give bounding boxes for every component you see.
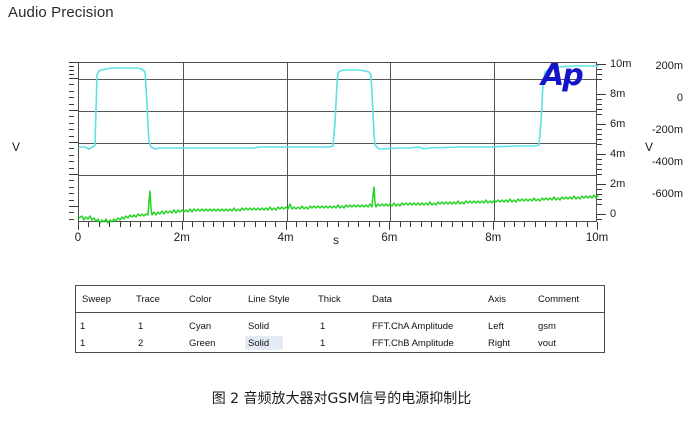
trace-legend-table: Sweep Trace Color Line Style Thick Data … — [75, 285, 605, 353]
app-title: Audio Precision — [8, 4, 114, 21]
right-axis-unit-label: V — [645, 140, 654, 154]
legend-row-trace-2[interactable]: 1 2 Green Solid 1 FFT.ChB Amplitude Righ… — [76, 336, 604, 350]
legend-col-data: Data — [372, 294, 393, 305]
legend-cell-sweep: 1 — [80, 321, 86, 332]
gridline-y-neg200m — [79, 143, 596, 144]
legend-cell-comment: vout — [538, 338, 556, 349]
legend-col-axis: Axis — [488, 294, 506, 305]
plot-frame: Ap — [78, 58, 599, 224]
legend-col-comment: Comment — [538, 294, 580, 305]
y2tick-label-4m: 4m — [610, 148, 626, 160]
y2tick-label-6m: 6m — [610, 118, 626, 130]
legend-cell-trace: 2 — [138, 338, 144, 349]
legend-cell-trace: 1 — [138, 321, 144, 332]
legend-cell-data: FFT.ChA Amplitude — [372, 321, 454, 332]
gridline-y-0 — [79, 111, 596, 112]
gridline-x-8m — [494, 63, 496, 221]
legend-cell-data: FFT.ChB Amplitude — [372, 338, 454, 349]
series-line-fftb-amplitude — [78, 186, 599, 224]
plot-area: Ap — [0, 50, 683, 250]
legend-cell-color: Cyan — [189, 321, 212, 332]
ytick-label-200m: 200m — [655, 60, 683, 72]
xtick-label-8m: 8m — [485, 232, 502, 244]
left-axis-unit-label: V — [12, 140, 21, 154]
legend-cell-sweep: 1 — [80, 338, 86, 349]
legend-cell-thick: 1 — [320, 321, 326, 332]
line-style-selection-highlight — [245, 336, 283, 350]
xtick-label-4m: 4m — [277, 232, 294, 244]
legend-col-thick: Thick — [318, 294, 341, 305]
legend-cell-thick: 1 — [320, 338, 326, 349]
legend-cell-axis: Left — [488, 321, 504, 332]
legend-header-row: Sweep Trace Color Line Style Thick Data … — [76, 286, 604, 313]
gridline-y-neg400m — [79, 175, 596, 176]
legend-col-sweep: Sweep — [82, 294, 112, 305]
legend-row-trace-1[interactable]: 1 1 Cyan Solid 1 FFT.ChA Amplitude Left … — [76, 319, 604, 333]
gridline-x-6m — [390, 63, 392, 221]
x-axis-ticks — [78, 222, 598, 230]
legend-col-color: Color — [189, 294, 212, 305]
legend-cell-comment: gsm — [538, 321, 556, 332]
x-axis-unit-label: s — [333, 233, 339, 247]
figure-caption: 图 2 音频放大器对GSM信号的电源抑制比 — [211, 391, 472, 407]
y2tick-label-10m: 10m — [610, 58, 632, 70]
legend-cell-axis: Right — [488, 338, 511, 349]
gridline-x-2m — [182, 63, 184, 221]
right-axis-ticks — [597, 62, 606, 222]
left-axis-ticks — [69, 62, 78, 222]
xtick-label-2m: 2m — [173, 232, 190, 244]
y2tick-label-2m: 2m — [610, 178, 626, 190]
y2tick-label-0: 0 — [610, 208, 617, 220]
gridline-x-4m — [286, 63, 288, 221]
audio-precision-logo-icon: Ap — [541, 58, 584, 93]
legend-cell-line-style[interactable]: Solid — [248, 321, 270, 332]
y2tick-label-8m: 8m — [610, 88, 626, 100]
xtick-label-6m: 6m — [381, 232, 398, 244]
legend-cell-color: Green — [189, 338, 216, 349]
legend-cell-line-style[interactable]: Solid — [245, 336, 283, 350]
ytick-label-neg600m: -600m — [651, 188, 683, 200]
xtick-label-0: 0 — [74, 232, 82, 244]
ytick-label-neg400m: -400m — [651, 156, 683, 168]
ytick-label-0: 0 — [676, 92, 683, 104]
series-line-ffta-amplitude — [78, 65, 599, 150]
ytick-label-neg200m: -200m — [651, 124, 683, 136]
legend-col-trace: Trace — [136, 294, 160, 305]
xtick-label-10m: 10m — [585, 232, 609, 244]
legend-col-line-style: Line Style — [248, 294, 290, 305]
